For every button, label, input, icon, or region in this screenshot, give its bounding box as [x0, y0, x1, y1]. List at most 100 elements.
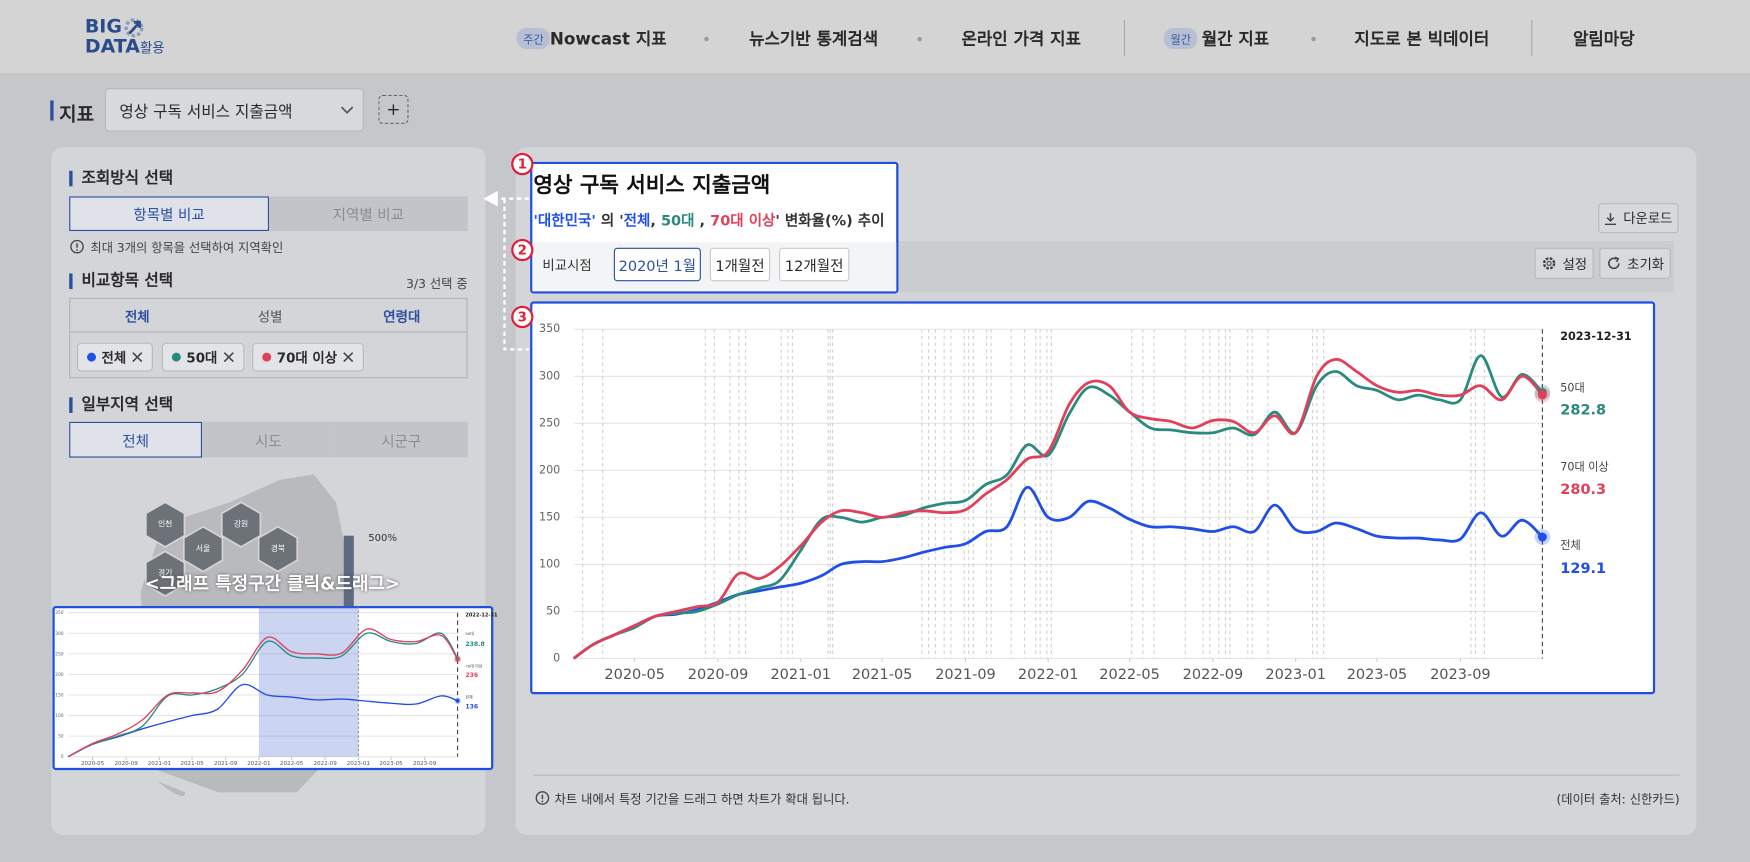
chip-label: 전체	[101, 349, 127, 366]
chip-remove[interactable]	[343, 352, 354, 363]
logo-icon	[124, 18, 144, 38]
drag-demo-box	[52, 606, 494, 771]
logo-big: BIG	[84, 15, 122, 38]
nav-separator	[1531, 20, 1533, 56]
step-badge: 3	[511, 305, 534, 329]
chip-remove[interactable]	[132, 352, 143, 363]
data-source: (데이터 출처: 신한카드)	[1556, 792, 1680, 807]
map-hex	[220, 501, 262, 548]
remove-icon	[343, 352, 354, 363]
logo[interactable]: BIG DATA활용	[84, 15, 165, 59]
chart-note: 차트 내에서 특정 기간을 드래그 하면 차트가 확대 됩니다.	[554, 792, 850, 807]
chart-title: 영상 구독 서비스 지출금액	[533, 172, 771, 198]
info-icon	[535, 791, 550, 805]
nav-item[interactable]: 알림마당	[1572, 29, 1635, 50]
section-title: 비교항목 선택	[69, 273, 173, 290]
nav-dot	[917, 36, 922, 42]
section-title: 일부지역 선택	[69, 397, 173, 413]
remove-icon	[132, 352, 143, 363]
nav-item[interactable]: 뉴스기반 통계검색	[749, 29, 879, 50]
nav-item[interactable]: 월간 지표	[1201, 29, 1270, 50]
reset-label: 초기화	[1627, 256, 1665, 272]
map-hex-label: 경북	[271, 543, 285, 553]
nav-separator	[1123, 20, 1125, 56]
settings-button[interactable]: 설정	[1534, 247, 1594, 280]
divider	[533, 774, 1680, 776]
drag-hint: <그래프 특정구간 클릭&드래그>	[144, 572, 400, 594]
download-button[interactable]: 다운로드	[1598, 203, 1679, 234]
step-badge: 2	[511, 238, 534, 262]
remove-icon	[223, 352, 234, 363]
subtitle-part: ,	[694, 213, 711, 230]
tab[interactable]: 시군구	[334, 421, 468, 458]
tab[interactable]: 지역별 비교	[268, 196, 468, 232]
reset-icon	[1607, 256, 1620, 270]
nav-item[interactable]: 온라인 가격 지표	[961, 29, 1081, 50]
settings-icon	[1542, 257, 1556, 270]
tab[interactable]: 시도	[202, 421, 335, 458]
map-hex-label: 경기	[158, 568, 172, 578]
compare-option[interactable]: 1개월전	[709, 247, 771, 282]
indicator-value: 영상 구독 서비스 지출금액	[119, 103, 293, 122]
compare-option[interactable]: 12개월전	[779, 247, 850, 282]
compare-label: 비교시점	[542, 257, 592, 274]
nav-dot	[704, 36, 709, 42]
chip-dot	[171, 352, 181, 362]
compare-tab[interactable]: 전체	[124, 309, 150, 325]
map-hex	[182, 525, 224, 573]
map-hex-label: 서울	[196, 544, 210, 553]
tab-active[interactable]: 전체	[69, 421, 203, 458]
nav-item[interactable]: Nowcast 지표	[549, 29, 667, 50]
map-hex-label: 강원	[234, 519, 248, 529]
compare-option-active[interactable]: 2020년 1월	[613, 247, 701, 282]
settings-label: 설정	[1562, 256, 1588, 272]
subtitle-part: ,	[650, 213, 661, 230]
download-icon	[1605, 212, 1617, 225]
tab-active[interactable]: 항목별 비교	[69, 196, 269, 232]
chip[interactable]: 70대 이상	[252, 342, 364, 372]
map-hex	[145, 550, 186, 597]
accent-bar	[50, 100, 54, 121]
subtitle-part: 의 '	[595, 213, 624, 230]
chip-remove[interactable]	[223, 352, 234, 363]
chip-label: 50대	[186, 349, 218, 366]
chip[interactable]: 50대	[161, 342, 245, 372]
compare-tab[interactable]: 성별	[257, 309, 283, 325]
selection-count: 3/3 선택 중	[406, 276, 468, 292]
header	[0, 0, 1750, 75]
logo-data: DATA	[84, 35, 140, 59]
legend-bar	[343, 535, 354, 609]
map-hex-label: 인천	[158, 519, 172, 529]
subtitle-part: 50대	[660, 213, 695, 230]
indicator-select[interactable]: 영상 구독 서비스 지출금액	[104, 88, 364, 132]
chip-dot	[87, 352, 96, 362]
compare-tab[interactable]: 연령대	[383, 309, 421, 325]
compare-box	[69, 297, 468, 379]
chip[interactable]: 전체	[77, 342, 154, 372]
map-hex	[257, 525, 299, 573]
note: 최대 3개의 항목을 선택하여 지역확인	[90, 241, 284, 256]
download-label: 다운로드	[1623, 210, 1673, 227]
map-island	[157, 781, 186, 797]
indicator-label: 지표	[59, 103, 95, 127]
section-title: 조회방식 선택	[69, 170, 173, 187]
subtitle-part: 전체	[623, 213, 651, 230]
chip-dot	[262, 352, 272, 362]
subtitle-part: '대한민국'	[533, 213, 596, 230]
map-hex	[145, 501, 186, 548]
subtitle-part: 70대 이상	[710, 213, 776, 230]
chip-label: 70대 이상	[276, 349, 338, 366]
reset-button[interactable]: 초기화	[1599, 247, 1671, 280]
nav-dot	[1311, 36, 1316, 42]
logo-suffix: 활용	[139, 40, 165, 56]
add-button[interactable]: +	[378, 94, 409, 124]
divider	[70, 331, 467, 333]
legend-label: 500%	[368, 533, 397, 544]
step-badge: 1	[511, 152, 534, 176]
nav-badge: 월간	[1163, 27, 1198, 50]
nav-item[interactable]: 지도로 본 빅데이터	[1354, 29, 1490, 50]
nav-badge: 주간	[516, 27, 551, 50]
